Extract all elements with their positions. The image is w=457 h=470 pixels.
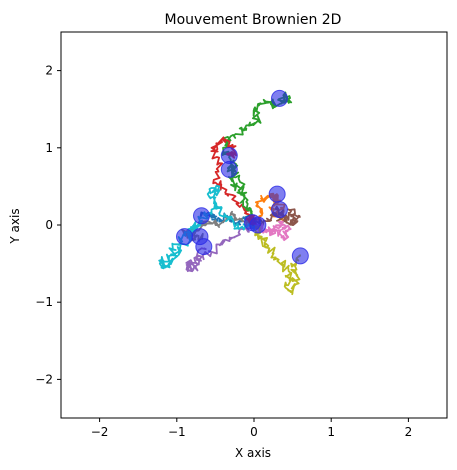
y-axis-label: Y axis	[8, 208, 22, 244]
x-tick-label: 2	[405, 425, 413, 439]
chart-title: Mouvement Brownien 2D	[165, 12, 342, 28]
x-axis-ticks: −2 −1 0 1 2	[91, 418, 412, 439]
brownian-path-5	[185, 222, 257, 273]
particle-marker-11	[220, 160, 238, 178]
particle-marker-8	[191, 228, 209, 246]
brownian-path-9	[252, 224, 302, 296]
y-tick-label: 0	[45, 218, 53, 232]
x-tick-label: −2	[91, 425, 109, 439]
brownian-path-6	[252, 205, 301, 228]
particle-marker-10	[176, 228, 194, 246]
plot-content	[158, 89, 309, 296]
y-axis-ticks: −2 −1 0 1 2	[35, 64, 61, 386]
y-tick-label: −1	[35, 295, 53, 309]
brownian-path-7	[251, 220, 292, 242]
particle-marker-9	[291, 247, 309, 265]
y-tick-label: 2	[45, 64, 53, 78]
x-axis-label: X axis	[235, 446, 271, 460]
particle-marker-1	[193, 207, 211, 225]
y-tick-label: −2	[35, 372, 53, 386]
x-tick-label: −1	[168, 425, 186, 439]
particle-marker-3	[270, 89, 288, 107]
brownian-path-4	[210, 136, 255, 227]
brownian-path-10	[158, 184, 255, 270]
x-tick-label: 1	[327, 425, 335, 439]
brownian-path-1	[199, 211, 256, 227]
particle-marker-12	[243, 214, 261, 232]
particle-marker-6	[270, 201, 288, 219]
y-tick-label: 1	[45, 141, 53, 155]
particle-marker-2	[268, 185, 286, 203]
x-tick-label: 0	[250, 425, 258, 439]
